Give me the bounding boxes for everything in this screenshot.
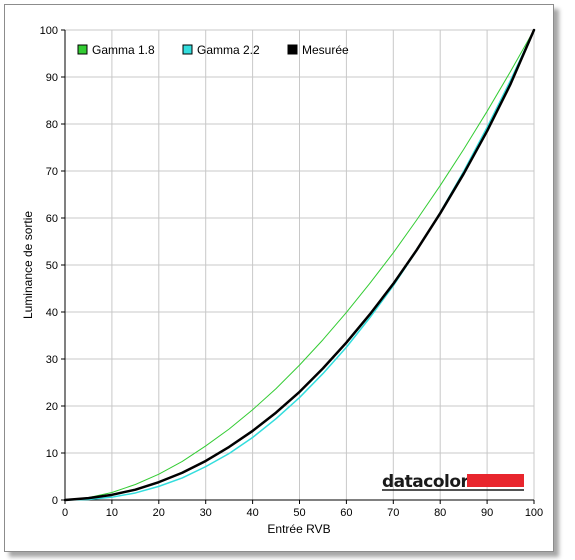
brand-name: datacolor xyxy=(382,472,470,492)
x-tick-label: 60 xyxy=(340,507,352,519)
y-tick-label: 70 xyxy=(46,166,58,178)
legend-label: Gamma 2.2 xyxy=(197,43,260,57)
x-tick-label: 10 xyxy=(106,507,118,519)
series-lines xyxy=(63,28,536,502)
legend: Gamma 1.8 Gamma 2.2 Mesurée xyxy=(77,43,349,57)
y-axis-label: Luminance de sortie xyxy=(21,211,35,319)
y-tick-label: 100 xyxy=(40,25,58,37)
y-tick-label: 10 xyxy=(46,448,58,460)
legend-label: Mesurée xyxy=(302,43,349,57)
legend-swatch xyxy=(182,44,193,55)
y-tick-label: 20 xyxy=(46,401,58,413)
legend-label: Gamma 1.8 xyxy=(92,43,155,57)
x-tick-label: 100 xyxy=(525,507,543,519)
x-tick-label: 90 xyxy=(481,507,493,519)
x-tick-label: 30 xyxy=(200,507,212,519)
brand-accent-bar xyxy=(467,474,524,487)
y-tick-label: 50 xyxy=(46,260,58,272)
series-line-3 xyxy=(63,28,536,502)
y-tick-label: 0 xyxy=(52,495,58,507)
x-tick-label: 80 xyxy=(434,507,446,519)
x-axis-label: Entrée RVB xyxy=(267,522,330,536)
y-tick-label: 30 xyxy=(46,354,58,366)
y-tick-labels: 0 10 20 30 40 50 60 70 80 90 100 xyxy=(40,25,58,507)
y-tick-label: 40 xyxy=(46,307,58,319)
y-tick-label: 90 xyxy=(46,72,58,84)
y-tick-label: 80 xyxy=(46,119,58,131)
series-line-1 xyxy=(64,29,535,501)
x-tick-labels: 0 10 20 30 40 50 60 70 80 90 100 xyxy=(62,507,543,519)
datacolor-logo: datacolor xyxy=(382,472,524,492)
x-tick-label: 20 xyxy=(153,507,165,519)
legend-swatch xyxy=(77,44,88,55)
axes xyxy=(61,29,535,504)
y-tick-label: 60 xyxy=(46,213,58,225)
legend-swatch xyxy=(287,44,298,55)
x-tick-label: 40 xyxy=(246,507,258,519)
x-tick-label: 70 xyxy=(387,507,399,519)
grid xyxy=(65,29,535,500)
x-tick-label: 0 xyxy=(62,507,68,519)
x-tick-label: 50 xyxy=(293,507,305,519)
